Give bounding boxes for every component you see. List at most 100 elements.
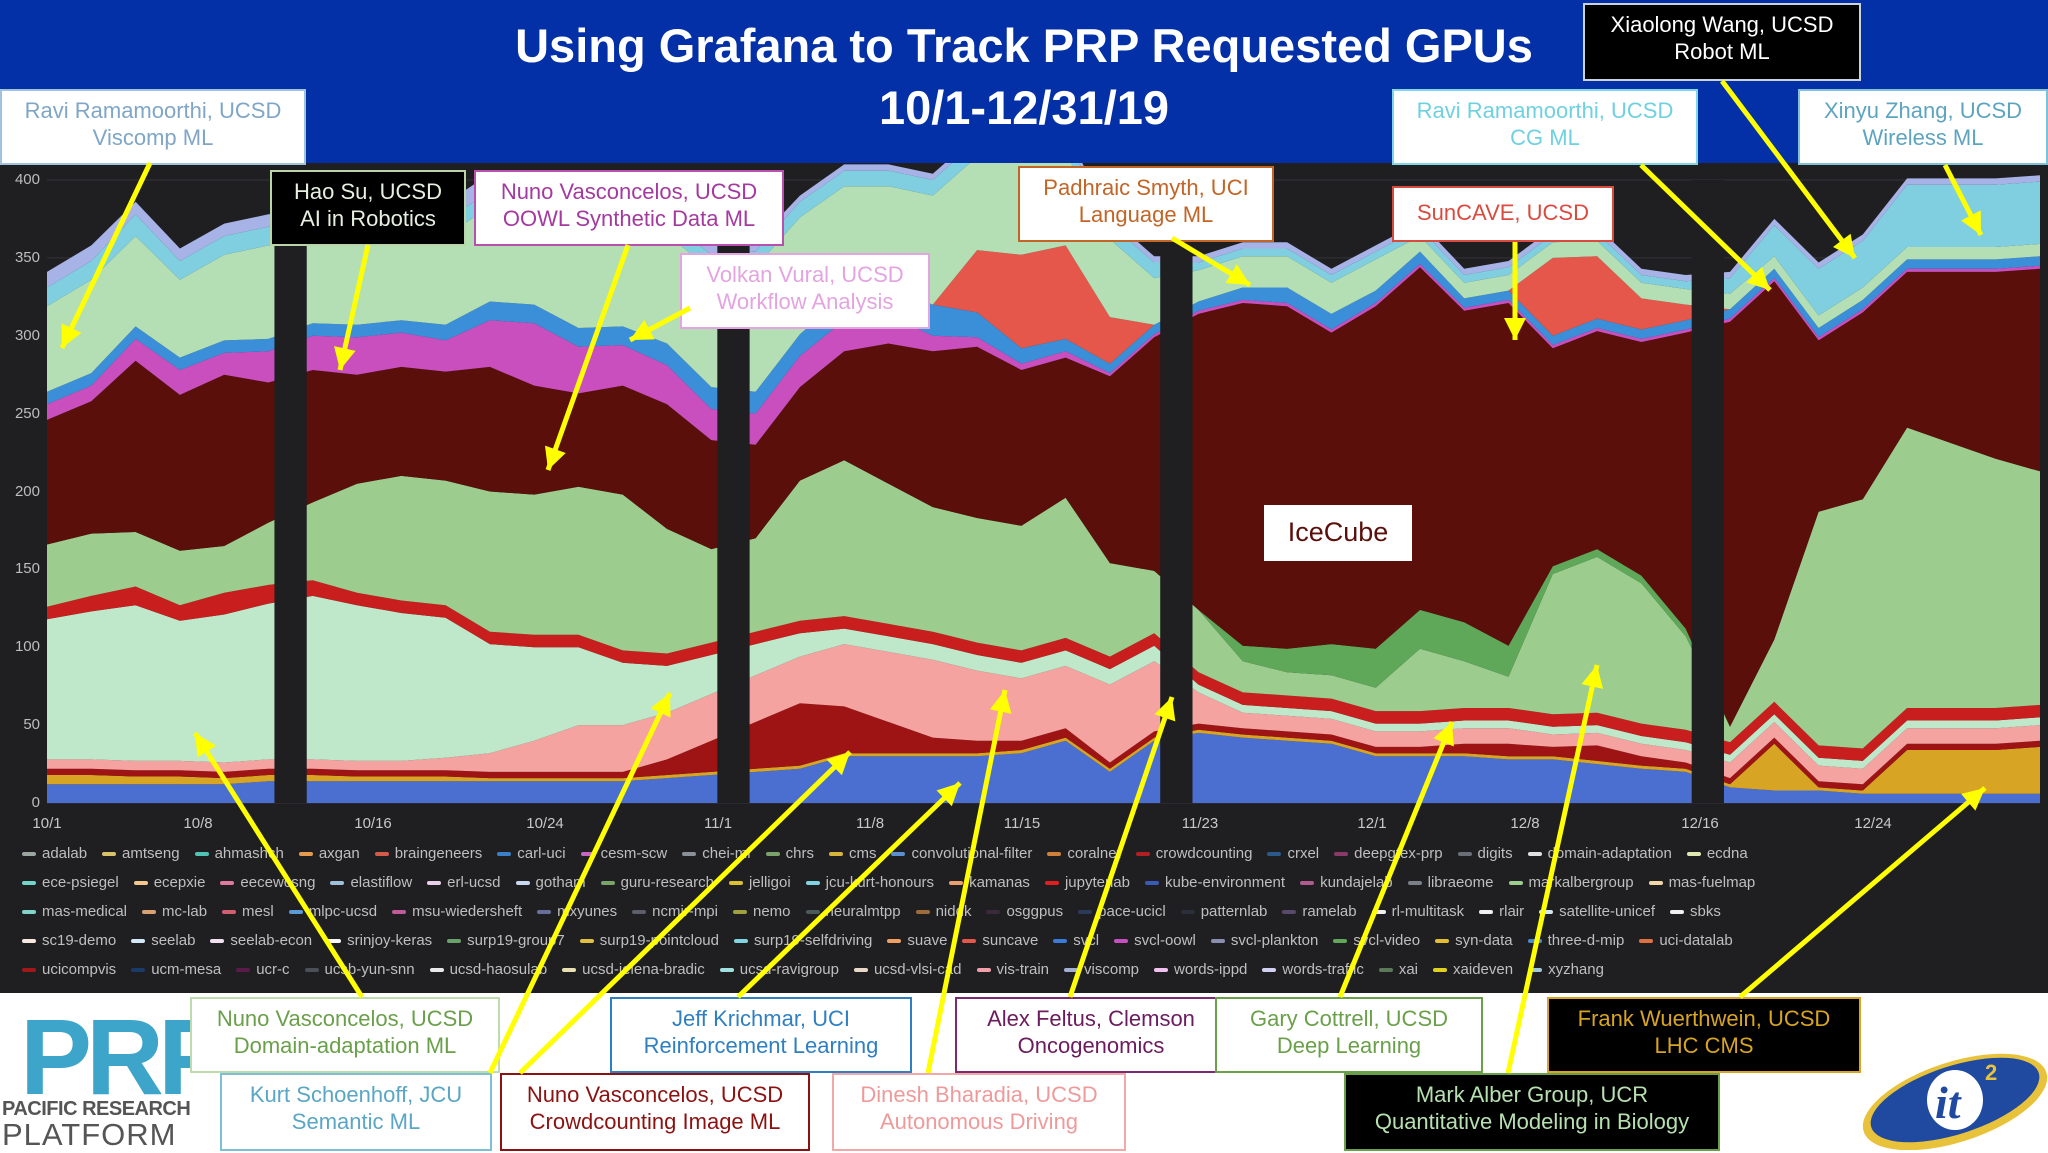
legend-swatch-icon [1457,852,1472,857]
legend-item[interactable]: pace-ucicl [1078,903,1166,920]
legend-item[interactable]: ucicompvis [22,961,116,978]
legend-item[interactable]: jcu-kurt-honours [805,874,934,891]
legend-item[interactable]: kundajelab [1300,874,1393,891]
legend-item[interactable]: ucsd-vlsi-cad [853,961,962,978]
legend-item[interactable]: ucsd-haosulab [429,961,547,978]
y-tick-label: 50 [23,716,40,734]
legend-swatch-icon [1670,910,1685,915]
legend-item[interactable]: sbks [1670,903,1721,920]
legend-item[interactable]: chei-ml [682,845,751,862]
legend-item[interactable]: guru-research [600,874,714,891]
legend-item[interactable]: elastiflow [330,874,412,891]
legend-item[interactable]: ahmashch [194,845,284,862]
legend-label: svcl [1073,932,1100,949]
annotation-project: Crowdcounting Image ML [529,1109,781,1134]
legend-item[interactable]: libraeome [1407,874,1494,891]
legend-item[interactable]: suncave [962,932,1038,949]
annotation-project: Domain-adaptation ML [233,1033,457,1058]
legend-swatch-icon [733,910,747,915]
legend-item[interactable]: jupyterlab [1044,874,1130,891]
legend-item[interactable]: satellite-unicef [1539,903,1655,920]
legend-item[interactable]: svcl-plankton [1210,932,1318,949]
legend-item[interactable]: viscomp [1064,961,1139,978]
legend-item[interactable]: nemo [733,903,791,920]
legend-item[interactable]: ncmir-mpi [632,903,718,920]
legend-item[interactable]: mc-lab [142,903,207,920]
legend-item[interactable]: cms [828,845,876,862]
legend-swatch-icon [1433,968,1448,973]
legend-item[interactable]: axgan [298,845,360,862]
legend-item[interactable]: deepgtex-prp [1334,845,1443,862]
legend-item[interactable]: ucr-c [236,961,290,978]
legend-item[interactable]: braingeneers [374,845,482,862]
legend-item[interactable]: words-ippd [1154,961,1247,978]
legend-item[interactable]: surp19-selfdriving [734,932,872,949]
series-area [47,427,2040,727]
legend-item[interactable]: ucm-mesa [131,961,221,978]
legend-item[interactable]: suave [887,932,947,949]
legend-item[interactable]: chrs [765,845,814,862]
legend-item[interactable]: osggpus [986,903,1063,920]
legend-item[interactable]: uci-datalab [1639,932,1733,949]
legend-item[interactable]: digits [1457,845,1513,862]
legend-item[interactable]: seelab-econ [210,932,312,949]
legend-item[interactable]: ucsd-jelena-bradic [562,961,705,978]
legend-item[interactable]: crowdcounting [1135,845,1252,862]
legend-item[interactable]: rlair [1479,903,1524,920]
legend-label: gotham [535,874,586,891]
legend-item[interactable]: cesm-scw [580,845,667,862]
legend-item[interactable]: crxel [1267,845,1319,862]
legend-item[interactable]: eecewcsng [220,874,315,891]
legend-item[interactable]: xaideven [1433,961,1513,978]
legend-item[interactable]: ucsd-ravigroup [719,961,839,978]
legend-label: words-ippd [1174,961,1248,978]
legend-item[interactable]: carl-uci [497,845,566,862]
legend-swatch-icon [1144,881,1159,886]
legend-item[interactable]: svcl-video [1333,932,1420,949]
legend-item[interactable]: mas-fuelmap [1648,874,1755,891]
legend-item[interactable]: niddk [915,903,971,920]
legend-item[interactable]: erl-ucsd [427,874,501,891]
legend-item[interactable]: kamanas [949,874,1030,891]
legend-item[interactable]: xai [1378,961,1418,978]
legend-swatch-icon [327,939,342,944]
legend-item[interactable]: patternlab [1180,903,1267,920]
legend-item[interactable]: kube-environment [1144,874,1285,891]
legend-item[interactable]: mxyunes [537,903,617,920]
legend-label: neuralmtpp [825,903,901,920]
legend-item[interactable]: ece-psiegel [22,874,119,891]
legend-item[interactable]: svcl [1053,932,1099,949]
legend-item[interactable]: three-d-mip [1527,932,1624,949]
legend-item[interactable]: words-traffic [1262,961,1364,978]
legend-item[interactable]: ucsb-yun-snn [304,961,415,978]
legend-item[interactable]: coralnet [1047,845,1121,862]
legend-item[interactable]: syn-data [1435,932,1513,949]
legend-item[interactable]: vis-train [976,961,1049,978]
legend-item[interactable]: domain-adaptation [1527,845,1672,862]
legend-item[interactable]: jelligoi [728,874,791,891]
legend-item[interactable]: markalbergroup [1508,874,1634,891]
legend-item[interactable]: ecdna [1686,845,1748,862]
legend-item[interactable]: mesl [222,903,274,920]
legend-item[interactable]: svcl-oowl [1114,932,1196,949]
legend-item[interactable]: srinjoy-keras [327,932,432,949]
legend-item[interactable]: convolutional-filter [891,845,1032,862]
legend-item[interactable]: adalab [22,845,87,862]
legend-label: suncave [982,932,1039,949]
legend-item[interactable]: sc19-demo [22,932,116,949]
legend-item[interactable]: neuralmtpp [805,903,901,920]
legend-item[interactable]: mlpc-ucsd [288,903,377,920]
legend-item[interactable]: xyzhang [1528,961,1604,978]
legend-item[interactable]: seelab [131,932,195,949]
legend-item[interactable]: amtseng [102,845,180,862]
legend-item[interactable]: gotham [515,874,586,891]
legend-item[interactable]: ramelab [1282,903,1357,920]
legend-swatch-icon [805,881,820,886]
x-tick-label: 12/1 [1357,815,1387,832]
legend-item[interactable]: mas-medical [22,903,127,920]
legend-item[interactable]: msu-wiedersheft [392,903,522,920]
legend-item[interactable]: surp19-pointcloud [579,932,719,949]
legend-item[interactable]: surp19-group7 [447,932,565,949]
legend-item[interactable]: ecepxie [133,874,205,891]
legend-item[interactable]: rl-multitask [1371,903,1464,920]
